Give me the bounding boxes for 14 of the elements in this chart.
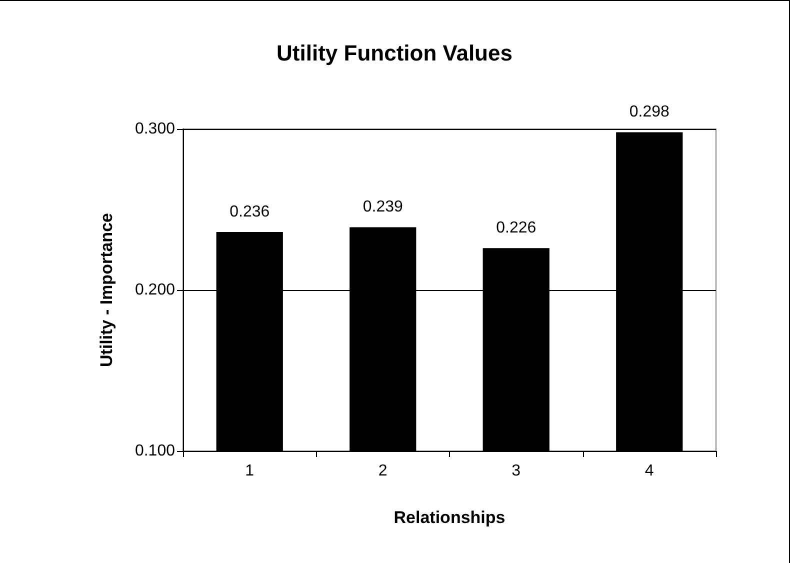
x-tick-label: 3: [512, 462, 521, 480]
x-tick-label: 2: [378, 462, 388, 480]
y-tick-label: 0.100: [134, 442, 176, 460]
y-tick-label: 0.300: [134, 120, 176, 138]
data-label: 0.226: [496, 220, 536, 237]
x-axis-title: Relationships: [394, 508, 506, 527]
data-label: 0.239: [362, 198, 403, 216]
x-tick-label: 4: [644, 462, 654, 480]
x-tick-label: 1: [245, 462, 254, 480]
data-label: 0.298: [629, 104, 670, 121]
y-axis-title: Utility - Importance: [97, 213, 116, 367]
y-tick-label: 0.200: [134, 282, 176, 298]
chart-title: Utility Function Values: [276, 40, 512, 66]
data-label: 0.236: [230, 204, 270, 221]
